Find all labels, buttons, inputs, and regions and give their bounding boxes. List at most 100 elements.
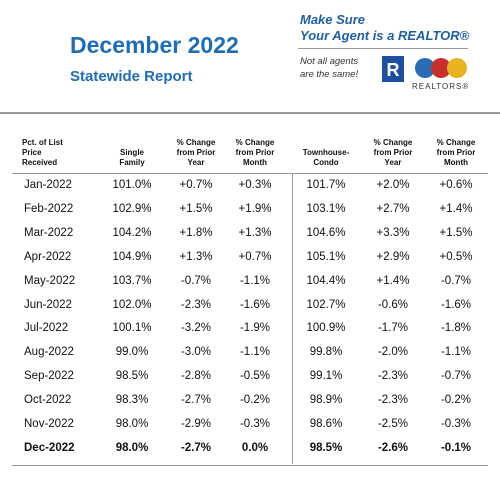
column-header: Month [444, 158, 468, 167]
column-header: Month [243, 158, 267, 167]
cell: +0.7% [238, 250, 272, 263]
cell: 98.5% [309, 441, 343, 454]
promo-line: Your Agent is a REALTOR® [300, 28, 470, 43]
cell: -1.7% [377, 322, 409, 335]
column-header: Family [119, 158, 145, 167]
logo-circle [415, 58, 435, 78]
cell: +1.9% [238, 202, 272, 215]
column-header: % Change [235, 138, 275, 147]
cell: -2.7% [180, 394, 212, 407]
logo-r: R [387, 60, 400, 80]
cell: -0.2% [239, 394, 271, 407]
cell: -0.1% [440, 441, 472, 454]
column-header: from Prior [373, 148, 413, 157]
cell: -2.3% [180, 298, 212, 311]
cell: -1.1% [239, 274, 271, 287]
cell: 102.0% [112, 298, 152, 311]
cell: -0.7% [440, 370, 472, 383]
cell: +0.3% [238, 179, 272, 191]
rule [12, 465, 488, 466]
cell: -2.9% [180, 418, 212, 430]
cell: -2.8% [180, 370, 212, 383]
cell: 104.4% [306, 274, 346, 287]
cell: +0.7% [179, 179, 213, 191]
row-label: Sep-2022 [24, 370, 74, 383]
tagline: Not all agents [300, 56, 359, 67]
logo-circle [447, 58, 467, 78]
row-label: Dec-2022 [24, 441, 75, 454]
cell: -1.6% [440, 298, 472, 311]
cell: -2.5% [377, 418, 409, 430]
cell: -0.6% [377, 298, 409, 311]
cell: 101.7% [306, 179, 346, 191]
row-label: Apr-2022 [24, 250, 72, 263]
cell: -2.3% [377, 370, 409, 383]
logo-circle [431, 58, 451, 78]
cell: -1.1% [239, 346, 271, 359]
cell: +1.3% [238, 226, 272, 239]
cell: 104.6% [306, 226, 346, 239]
cell: -0.7% [180, 274, 212, 287]
rule [0, 112, 500, 114]
row-label: Aug-2022 [24, 346, 74, 359]
cell: 102.7% [306, 298, 346, 311]
column-header: Single [119, 148, 144, 157]
cell: 98.6% [309, 418, 343, 430]
column-header: Year [187, 158, 205, 167]
cell: +1.4% [376, 274, 410, 287]
cell: -1.6% [239, 298, 271, 311]
row-label: Jun-2022 [24, 298, 72, 311]
realtor-logo [382, 56, 404, 82]
column-header: Price [22, 148, 42, 157]
cell: 104.2% [112, 226, 152, 239]
column-header: Received [22, 158, 58, 167]
logos: R [382, 56, 467, 82]
cell: -3.2% [180, 322, 212, 335]
cell: 99.1% [309, 370, 343, 383]
rule [12, 173, 488, 174]
cell: 98.5% [115, 370, 149, 383]
cell: 104.9% [112, 250, 152, 263]
cell: -0.5% [239, 370, 271, 383]
cell: -2.0% [377, 346, 409, 359]
cell: +0.6% [439, 179, 473, 191]
column-header: Year [384, 158, 402, 167]
cell: +3.3% [376, 226, 410, 239]
cell: 102.9% [112, 202, 152, 215]
promo-line: Make Sure [300, 12, 366, 27]
row-label: Jul-2022 [24, 322, 69, 335]
cell: 100.9% [306, 322, 346, 335]
cell: -3.0% [180, 346, 212, 359]
cell: -2.7% [180, 441, 212, 454]
cell: 98.3% [115, 394, 149, 407]
cell: 101.0% [112, 179, 152, 191]
column-header: from Prior [176, 148, 216, 157]
cell: -0.3% [239, 418, 271, 430]
logo-text: REALTORS® [412, 82, 470, 91]
cell: +2.0% [376, 179, 410, 191]
column-divider [292, 174, 293, 464]
cell: 103.1% [306, 202, 346, 215]
cell: +1.8% [179, 226, 213, 239]
cell: -1.8% [440, 322, 472, 335]
column-header: Townhouse- [302, 148, 350, 157]
cell: +2.9% [376, 250, 410, 263]
cell: +1.5% [439, 226, 473, 239]
column-header: Pct. of List [22, 138, 63, 147]
row-label: Feb-2022 [24, 202, 74, 215]
cell: 99.0% [115, 346, 149, 359]
row-label: Nov-2022 [24, 418, 74, 430]
cell: 105.1% [306, 250, 346, 263]
cell: 98.0% [115, 441, 149, 454]
cell: 103.7% [112, 274, 152, 287]
column-header: % Change [176, 138, 216, 147]
column-header: from Prior [235, 148, 275, 157]
cell: -0.7% [440, 274, 472, 287]
subtitle: Statewide Report [70, 68, 193, 85]
row-label: Oct-2022 [24, 394, 72, 407]
cell: 100.1% [112, 322, 152, 335]
cell: 98.9% [309, 394, 343, 407]
cell: -0.3% [440, 418, 472, 430]
cell: +0.5% [439, 250, 473, 263]
cell: 0.0% [241, 441, 269, 454]
